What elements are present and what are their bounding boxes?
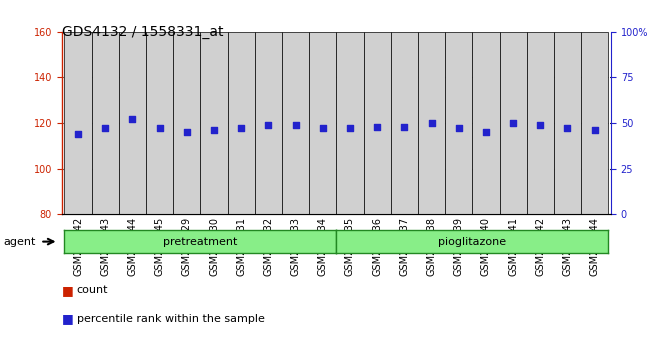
Bar <box>98 178 112 214</box>
Point <box>318 126 328 131</box>
Bar <box>255 32 282 214</box>
Text: pioglitazone: pioglitazone <box>438 236 506 247</box>
Bar <box>424 114 438 214</box>
Bar <box>479 187 493 214</box>
Bar <box>506 164 520 214</box>
Point <box>481 129 491 135</box>
Bar <box>534 123 547 214</box>
Bar <box>227 32 255 214</box>
Bar <box>445 32 473 214</box>
Text: agent: agent <box>3 236 36 247</box>
Bar <box>499 32 526 214</box>
Text: ■: ■ <box>62 284 73 297</box>
Bar <box>146 32 174 214</box>
Bar <box>309 32 337 214</box>
Bar <box>363 32 391 214</box>
Point <box>209 127 219 133</box>
Bar <box>72 194 85 214</box>
Point <box>291 122 301 128</box>
Bar <box>418 32 445 214</box>
Bar <box>125 39 139 214</box>
Bar <box>581 32 608 214</box>
Point <box>399 124 410 130</box>
Bar <box>282 32 309 214</box>
Point <box>344 126 355 131</box>
Point <box>236 126 246 131</box>
Bar <box>526 32 554 214</box>
Bar <box>153 121 166 214</box>
Bar <box>119 32 146 214</box>
Text: ■: ■ <box>62 312 73 325</box>
Point <box>590 127 600 133</box>
Point <box>454 126 464 131</box>
Text: GDS4132 / 1558331_at: GDS4132 / 1558331_at <box>62 25 223 39</box>
Point <box>73 131 83 137</box>
Bar <box>180 169 194 214</box>
Bar <box>561 139 575 214</box>
Text: pretreatment: pretreatment <box>163 236 238 247</box>
Point <box>181 129 192 135</box>
Bar <box>554 32 581 214</box>
Bar <box>473 32 499 214</box>
Point <box>562 126 573 131</box>
Bar <box>64 32 92 214</box>
Point <box>372 124 382 130</box>
Text: percentile rank within the sample: percentile rank within the sample <box>77 314 265 324</box>
Bar <box>174 32 200 214</box>
Bar <box>200 32 227 214</box>
Bar <box>343 212 357 214</box>
Bar <box>391 32 418 214</box>
Bar <box>289 125 302 214</box>
Bar <box>207 176 221 214</box>
Bar <box>370 162 384 214</box>
Point <box>127 116 138 122</box>
Bar <box>337 32 363 214</box>
Point <box>263 122 274 128</box>
Point <box>155 126 165 131</box>
Bar <box>261 112 275 214</box>
Bar <box>398 135 411 214</box>
Point <box>508 120 518 126</box>
Bar <box>92 32 119 214</box>
Bar <box>452 137 465 214</box>
Text: count: count <box>77 285 108 295</box>
Point <box>535 122 545 128</box>
Bar <box>588 166 601 214</box>
Bar <box>316 157 330 214</box>
Point <box>426 120 437 126</box>
Point <box>100 126 110 131</box>
Bar <box>235 162 248 214</box>
